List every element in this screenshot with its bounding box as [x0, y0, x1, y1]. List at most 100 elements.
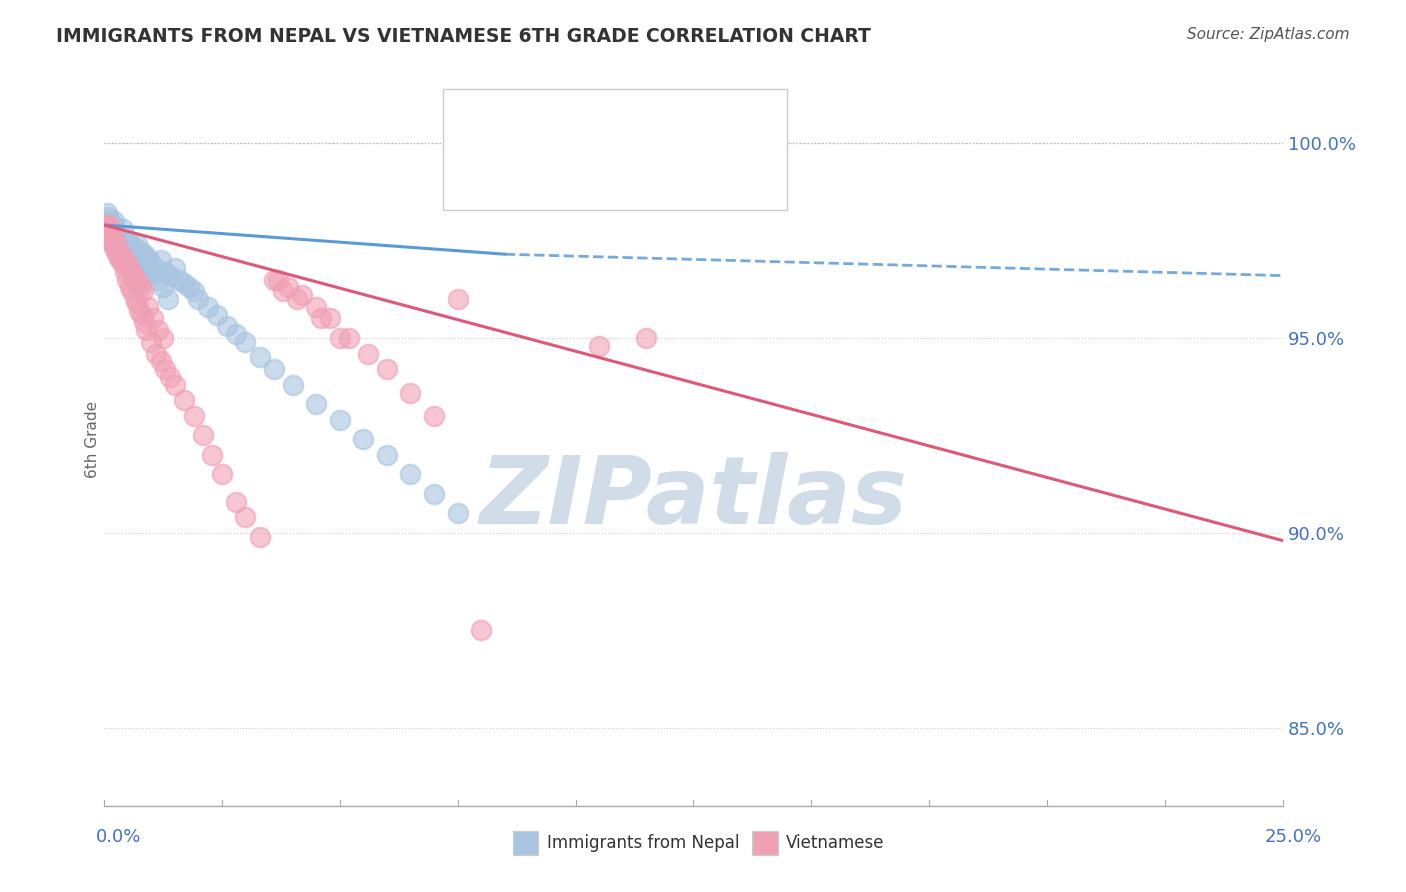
Point [98, 222, 121, 236]
Point [163, 377, 186, 392]
Point [205, 308, 228, 322]
Point [135, 249, 157, 263]
Point [98, 229, 121, 244]
Point [107, 229, 129, 244]
Point [122, 268, 145, 283]
Point [446, 292, 468, 306]
Point [121, 284, 143, 298]
Point [132, 315, 155, 329]
Point [114, 265, 136, 279]
Point [163, 260, 186, 275]
Point [120, 265, 142, 279]
Point [159, 370, 181, 384]
Text: 0.0%: 0.0% [96, 828, 141, 846]
Point [337, 331, 360, 345]
Point [103, 214, 125, 228]
Point [103, 218, 125, 232]
Point [156, 292, 179, 306]
Point [105, 241, 128, 255]
Point [267, 272, 290, 286]
Point [112, 234, 135, 248]
Point [97, 218, 120, 232]
Point [136, 300, 159, 314]
Point [263, 362, 285, 376]
Point [107, 249, 129, 263]
Point [197, 300, 219, 314]
Point [281, 377, 304, 392]
Point [145, 260, 167, 275]
Point [149, 253, 172, 268]
Point [100, 226, 122, 240]
Point [112, 253, 135, 268]
Point [142, 265, 165, 279]
Point [111, 249, 134, 263]
Point [235, 334, 257, 349]
Point [104, 229, 127, 244]
Point [125, 260, 148, 275]
Point [101, 237, 124, 252]
Point [128, 303, 150, 318]
Point [131, 308, 153, 322]
Point [104, 241, 127, 255]
Point [329, 413, 352, 427]
Point [357, 346, 380, 360]
Point [225, 494, 247, 508]
Point [98, 218, 121, 232]
Point [127, 277, 149, 291]
Point [183, 409, 205, 423]
Point [191, 428, 214, 442]
Point [129, 268, 152, 283]
Point [96, 218, 118, 232]
Y-axis label: 6th Grade: 6th Grade [86, 401, 100, 478]
Point [96, 206, 118, 220]
Point [108, 245, 131, 260]
Point [173, 277, 195, 291]
Point [103, 229, 125, 244]
Point [423, 487, 446, 501]
Point [118, 280, 141, 294]
Point [149, 354, 172, 368]
Text: R = -0.376   N = 77: R = -0.376 N = 77 [517, 164, 709, 182]
Text: Vietnamese: Vietnamese [786, 834, 884, 852]
Point [139, 257, 162, 271]
Point [110, 237, 132, 252]
Point [129, 280, 152, 294]
Point [319, 311, 342, 326]
Point [187, 292, 209, 306]
Point [152, 280, 174, 294]
Point [470, 624, 492, 638]
Point [291, 288, 314, 302]
Point [135, 323, 157, 337]
Point [399, 385, 422, 400]
Point [124, 292, 146, 306]
Point [117, 249, 139, 263]
Point [100, 234, 122, 248]
Point [636, 331, 658, 345]
Point [124, 241, 146, 255]
Point [446, 507, 468, 521]
Point [108, 237, 131, 252]
Text: Source: ZipAtlas.com: Source: ZipAtlas.com [1187, 27, 1350, 42]
Point [97, 210, 120, 224]
Point [235, 510, 257, 524]
Point [375, 448, 398, 462]
Point [146, 272, 169, 286]
Point [100, 226, 122, 240]
Point [125, 296, 148, 310]
Point [104, 237, 127, 252]
Point [125, 272, 148, 286]
Point [201, 448, 224, 462]
Point [249, 530, 271, 544]
Point [110, 241, 132, 255]
Point [100, 226, 122, 240]
Point [285, 292, 308, 306]
Point [125, 237, 148, 252]
Point [128, 249, 150, 263]
Point [329, 331, 352, 345]
Point [177, 280, 200, 294]
Point [155, 265, 177, 279]
Point [103, 234, 125, 248]
Point [138, 253, 160, 268]
Point [423, 409, 446, 423]
Point [225, 327, 247, 342]
